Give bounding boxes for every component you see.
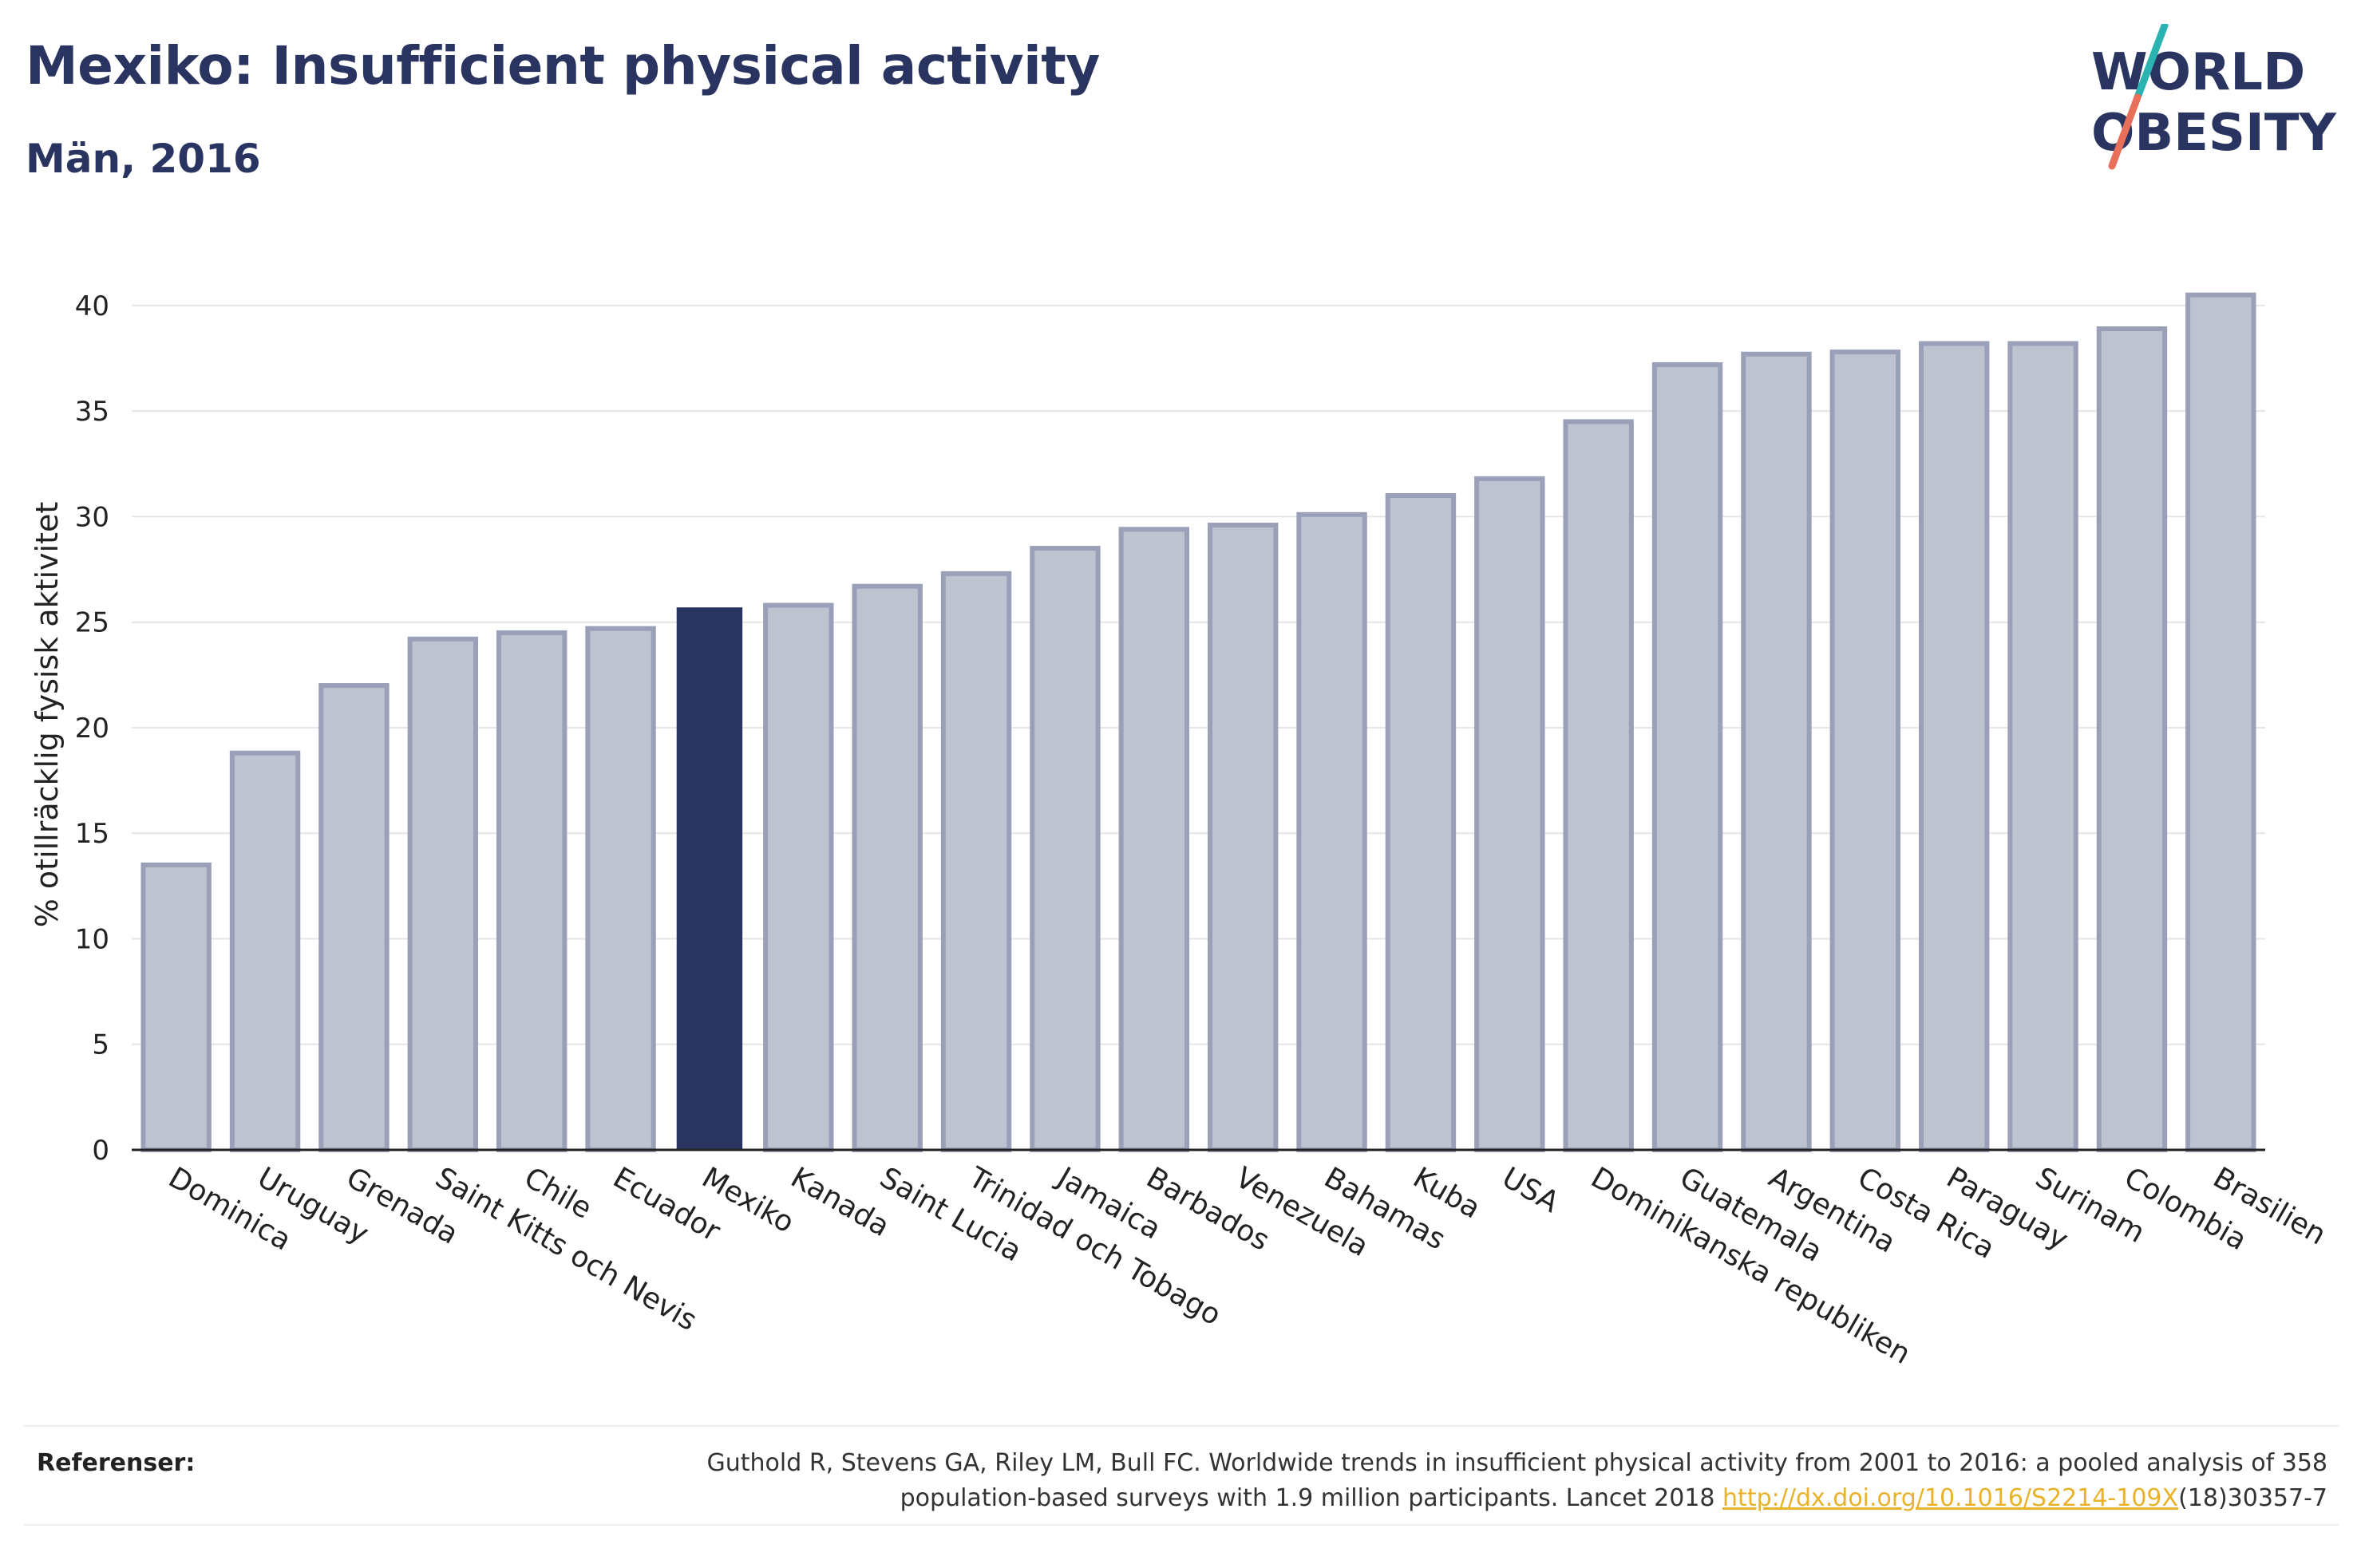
bar [1118, 527, 1190, 1152]
bar [496, 630, 568, 1152]
reference-line-2-prefix: population-based surveys with 1.9 millio… [900, 1484, 1723, 1512]
reference-text: Guthold R, Stevens GA, Riley LM, Bull FC… [524, 1446, 2327, 1516]
bar [2185, 292, 2256, 1152]
footer-divider-top [24, 1425, 2339, 1427]
footer-divider-bottom [24, 1524, 2339, 1526]
y-axis-title: % otillräcklig fysisk aktivitet [30, 502, 65, 928]
bar-chart: 0510152025303540DominicaUruguayGrenadaSa… [30, 290, 2331, 1371]
bar [1296, 511, 1367, 1152]
bar [1474, 476, 1545, 1152]
bar [852, 583, 923, 1152]
bar [1651, 361, 1723, 1152]
logo-word-world: WORLD [2091, 43, 2305, 102]
bar [1918, 341, 1990, 1152]
reference-line-1: Guthold R, Stevens GA, Riley LM, Bull FC… [706, 1449, 2327, 1477]
y-tick-label: 5 [92, 1029, 109, 1061]
y-tick-label: 20 [75, 713, 109, 745]
y-tick-label: 25 [75, 607, 109, 639]
bar [2007, 341, 2078, 1152]
world-obesity-logo: WORLD OBESITY [2091, 24, 2336, 170]
x-tick-label: Kanada [785, 1161, 895, 1243]
bar [1030, 546, 1101, 1152]
bar [940, 571, 1012, 1152]
y-tick-label: 30 [75, 501, 109, 533]
x-tick-label: USA [1497, 1161, 1564, 1219]
bar [2096, 326, 2168, 1152]
y-tick-label: 15 [75, 818, 109, 850]
y-tick-label: 35 [75, 396, 109, 428]
references-label: Referenser: [37, 1449, 196, 1477]
bars [140, 292, 2256, 1153]
gridlines [132, 304, 2265, 1045]
reference-line-2-suffix: (18)30357-7 [2178, 1484, 2327, 1512]
logo-slash-bottom [2108, 93, 2142, 170]
bar [1741, 351, 1812, 1152]
bar-highlighted [676, 607, 743, 1150]
bar [1829, 350, 1901, 1153]
y-tick-label: 40 [75, 290, 109, 322]
bar [407, 636, 479, 1152]
bar [140, 862, 212, 1152]
y-tick-label: 0 [92, 1135, 109, 1167]
chart-subtitle: Män, 2016 [26, 136, 261, 182]
y-tick-label: 10 [75, 923, 109, 955]
bar [1385, 492, 1457, 1152]
bar [229, 750, 301, 1152]
bar [585, 626, 656, 1152]
bar [763, 602, 834, 1152]
bar [1207, 523, 1279, 1152]
logo-slash-top [2134, 24, 2169, 101]
bar [1563, 419, 1634, 1152]
reference-doi-link[interactable]: http://dx.doi.org/10.1016/S2214-109X [1722, 1484, 2179, 1512]
chart-title: Mexiko: Insufficient physical activity [26, 35, 1100, 97]
bar [318, 683, 390, 1152]
